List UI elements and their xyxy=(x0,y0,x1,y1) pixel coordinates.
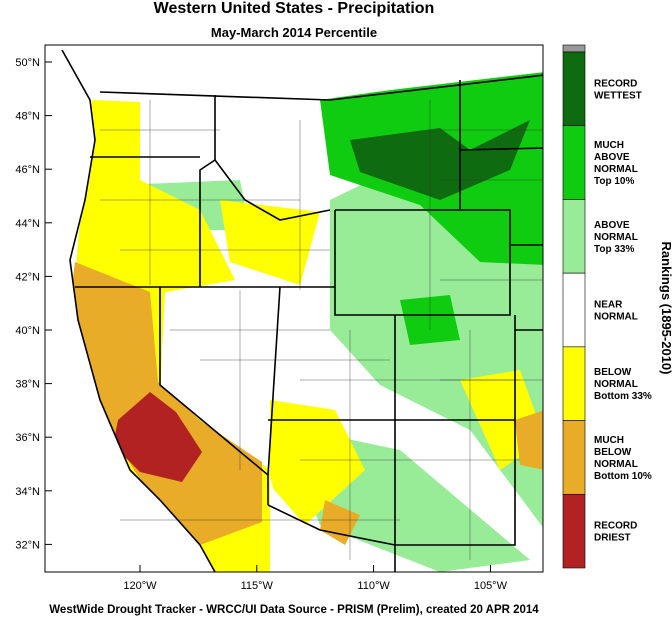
legend-label: Top 33% xyxy=(594,244,634,255)
legend-label: MUCH xyxy=(594,435,624,446)
lon-label: 115°W xyxy=(241,580,274,592)
lon-label: 105°W xyxy=(474,580,508,592)
border xyxy=(214,159,331,221)
region-below xyxy=(220,200,320,285)
legend-label: ABOVE xyxy=(594,220,630,231)
legend-label: BELOW xyxy=(594,447,632,458)
border xyxy=(267,504,396,546)
legend-label: Bottom 10% xyxy=(594,471,652,482)
canada xyxy=(45,45,543,97)
lat-label: 36°N xyxy=(15,432,40,444)
lat-label: 32°N xyxy=(15,539,40,551)
lat-label: 50°N xyxy=(15,57,40,69)
mexico xyxy=(270,475,315,572)
lon-label: 120°W xyxy=(123,580,157,592)
legend-swatch xyxy=(562,51,586,127)
county-lines xyxy=(100,100,543,560)
legend-label: NEAR xyxy=(594,300,623,311)
legend-label: Top 10% xyxy=(594,176,634,187)
lat-label: 40°N xyxy=(15,325,40,337)
region-record-driest xyxy=(113,392,202,482)
lat-label: 46°N xyxy=(15,164,40,176)
border xyxy=(99,74,543,101)
map-frame xyxy=(44,44,544,573)
region-below xyxy=(270,400,365,525)
county-line xyxy=(100,100,543,560)
region-much-below xyxy=(515,410,543,470)
border xyxy=(199,95,216,287)
legend-title: Rankings (1895-2010) xyxy=(659,242,672,375)
border xyxy=(459,147,543,151)
legend-label: WETTEST xyxy=(594,90,642,101)
legend-swatch xyxy=(562,272,586,348)
region-much-below xyxy=(70,262,262,545)
lat-label: 48°N xyxy=(15,111,40,123)
title: Western United States - Precipitation xyxy=(154,0,435,17)
border xyxy=(267,286,281,476)
lat-label: 44°N xyxy=(15,218,40,230)
ticks: 50°N 48°N 46°N 44°N 42°N 40°N 38°N 36°N 34°N 32°N… xyxy=(15,57,507,592)
lat-label: 34°N xyxy=(15,486,40,498)
legend-label: BELOW xyxy=(594,367,632,378)
legend-label: NORMAL xyxy=(594,164,638,175)
border xyxy=(395,315,516,546)
legend-swatch xyxy=(562,125,586,200)
legend-swatch xyxy=(562,493,586,569)
coastline xyxy=(61,49,216,572)
state-lines xyxy=(61,49,543,572)
legend-label: RECORD xyxy=(594,78,637,89)
footer: WestWide Drought Tracker - WRCC/UI Data … xyxy=(49,604,539,616)
border xyxy=(159,287,269,505)
ocean xyxy=(45,45,215,572)
legend-swatch xyxy=(562,199,586,274)
legend-label: ABOVE xyxy=(594,152,630,163)
legend-label: NORMAL xyxy=(594,312,638,323)
legend-label: NORMAL xyxy=(594,459,638,470)
legend-label: MUCH xyxy=(594,140,624,151)
legend-label: Bottom 33% xyxy=(594,391,652,402)
border xyxy=(334,209,511,316)
subtitle: May-March 2014 Percentile xyxy=(211,25,377,40)
lat-label: 38°N xyxy=(15,379,40,391)
lat-label: 42°N xyxy=(15,271,40,283)
legend-swatch xyxy=(562,346,586,421)
legend-label: NORMAL xyxy=(594,232,638,243)
legend-swatch xyxy=(562,420,586,495)
legend-label: NORMAL xyxy=(594,379,638,390)
legend-label: RECORD xyxy=(594,521,637,532)
legend-cap xyxy=(562,44,586,53)
legend-label: DRIEST xyxy=(594,533,631,544)
map xyxy=(45,45,543,572)
lon-label: 110°W xyxy=(357,580,390,592)
